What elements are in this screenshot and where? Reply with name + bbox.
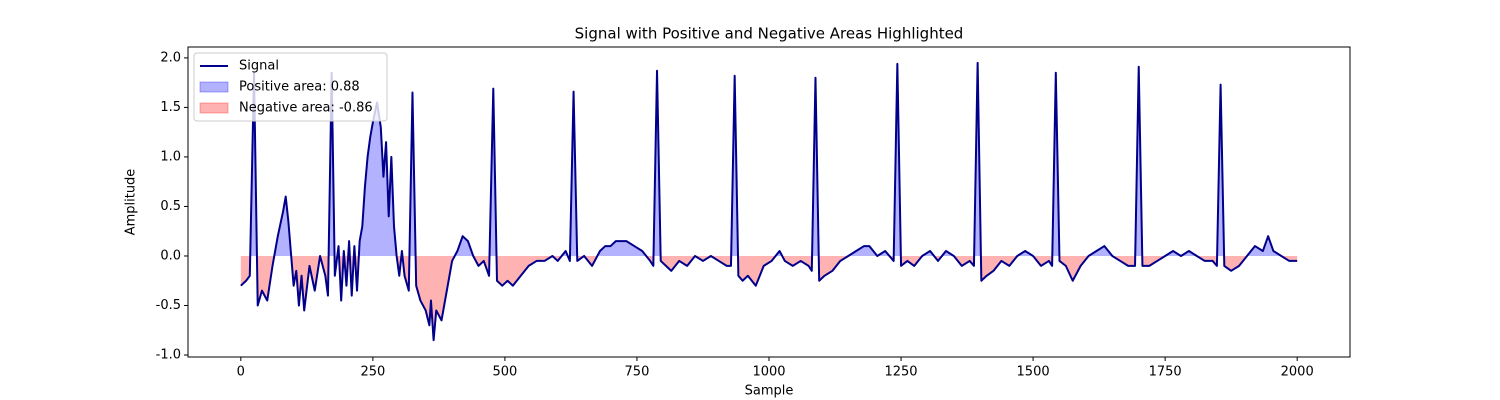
y-tick-label: 1.0: [160, 149, 181, 164]
legend-label: Positive area: 0.88: [239, 80, 360, 95]
y-tick-label: 0.0: [160, 248, 181, 263]
y-axis-label: Amplitude: [124, 169, 139, 236]
legend-swatch: [199, 102, 229, 114]
negative-area-fill: [240, 255, 1298, 341]
legend: Signal Positive area: 0.88 Negative area: …: [193, 52, 388, 122]
legend-swatch: [199, 81, 229, 93]
x-tick-label: 0: [237, 365, 245, 380]
x-tick-label: 1000: [752, 365, 785, 380]
x-tick-label: 750: [625, 365, 650, 380]
legend-label: Signal: [239, 59, 279, 74]
signal-line: [240, 61, 1298, 342]
x-tick-label: 500: [492, 365, 517, 380]
x-tick-label: 2000: [1281, 365, 1314, 380]
legend-label: Negative area: -0.86: [239, 101, 373, 116]
y-tick-label: -0.5: [156, 298, 181, 313]
x-tick-label: 1500: [1017, 365, 1050, 380]
chart-title: Signal with Positive and Negative Areas …: [575, 25, 964, 43]
legend-box: [193, 52, 388, 122]
y-tick-label: 2.0: [160, 50, 181, 65]
x-axis-label: Sample: [745, 384, 794, 399]
y-tick-label: 1.5: [160, 100, 181, 115]
y-tick-label: -1.0: [156, 348, 181, 363]
x-tick-label: 1250: [884, 365, 917, 380]
x-tick-label: 250: [360, 365, 385, 380]
x-tick-label: 1750: [1149, 365, 1182, 380]
y-tick-label: 0.5: [160, 199, 181, 214]
